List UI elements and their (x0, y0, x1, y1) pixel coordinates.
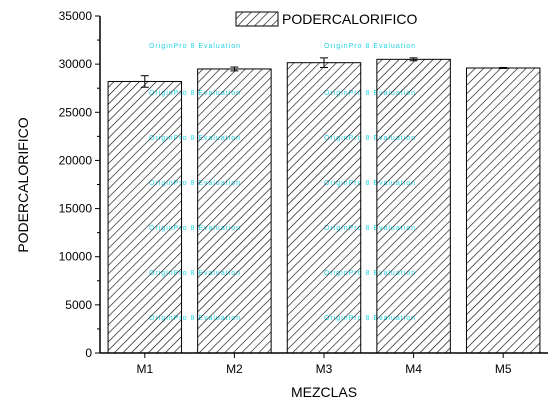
bars-layer (107, 57, 541, 354)
bar-m5 (465, 67, 541, 354)
watermark-text: OriginPro 8 Evaluation (149, 90, 241, 97)
bar-m3 (286, 62, 362, 354)
legend-label: PODERCALORIFICO (282, 11, 417, 27)
watermark-text: OriginPro 8 Evaluation (149, 135, 241, 142)
y-tick-label: 0 (85, 346, 92, 360)
y-tick-label: 15000 (59, 202, 93, 216)
watermark-text: OriginPro 8 Evaluation (324, 135, 416, 142)
legend-swatch (235, 11, 279, 27)
watermark-text: OriginPro 8 Evaluation (149, 315, 241, 322)
watermark-text: OriginPro 8 Evaluation (149, 180, 241, 187)
x-ticks: M1 M2 M3 M4 M5 (136, 353, 512, 376)
y-tick-label: 5000 (65, 298, 92, 312)
watermark-text: OriginPro 8 Evaluation (324, 90, 416, 97)
x-tick-label: M1 (136, 362, 153, 376)
watermark-text: OriginPro 8 Evaluation (324, 43, 416, 50)
bar-m2 (197, 68, 272, 354)
watermark-text: OriginPro 8 Evaluation (324, 270, 416, 277)
x-tick-label: M5 (495, 362, 512, 376)
legend: PODERCALORIFICO (235, 11, 417, 27)
watermark-layer: OriginPro 8 Evaluation OriginPro 8 Evalua… (149, 43, 416, 322)
watermark-text: OriginPro 8 Evaluation (324, 180, 416, 187)
watermark-text: OriginPro 8 Evaluation (324, 225, 416, 232)
watermark-text: OriginPro 8 Evaluation (149, 270, 241, 277)
x-tick-label: M2 (226, 362, 243, 376)
y-tick-label: 35000 (59, 9, 93, 23)
y-tick-label: 10000 (59, 250, 93, 264)
x-axis-title: MEZCLAS (291, 384, 357, 400)
y-tick-label: 20000 (59, 153, 93, 167)
y-ticks: 0 5000 10000 15000 20000 25000 30000 35000 (59, 9, 100, 360)
y-tick-label: 30000 (59, 57, 93, 71)
watermark-text: OriginPro 8 Evaluation (324, 315, 416, 322)
watermark-text: OriginPro 8 Evaluation (149, 43, 241, 50)
watermark-text: OriginPro 8 Evaluation (149, 225, 241, 232)
x-tick-label: M3 (316, 362, 333, 376)
bar-m1 (107, 80, 183, 354)
y-axis-title: PODERCALORIFICO (15, 117, 31, 252)
y-tick-label: 25000 (59, 105, 93, 119)
bar-m4 (376, 58, 451, 354)
x-tick-label: M4 (405, 362, 422, 376)
